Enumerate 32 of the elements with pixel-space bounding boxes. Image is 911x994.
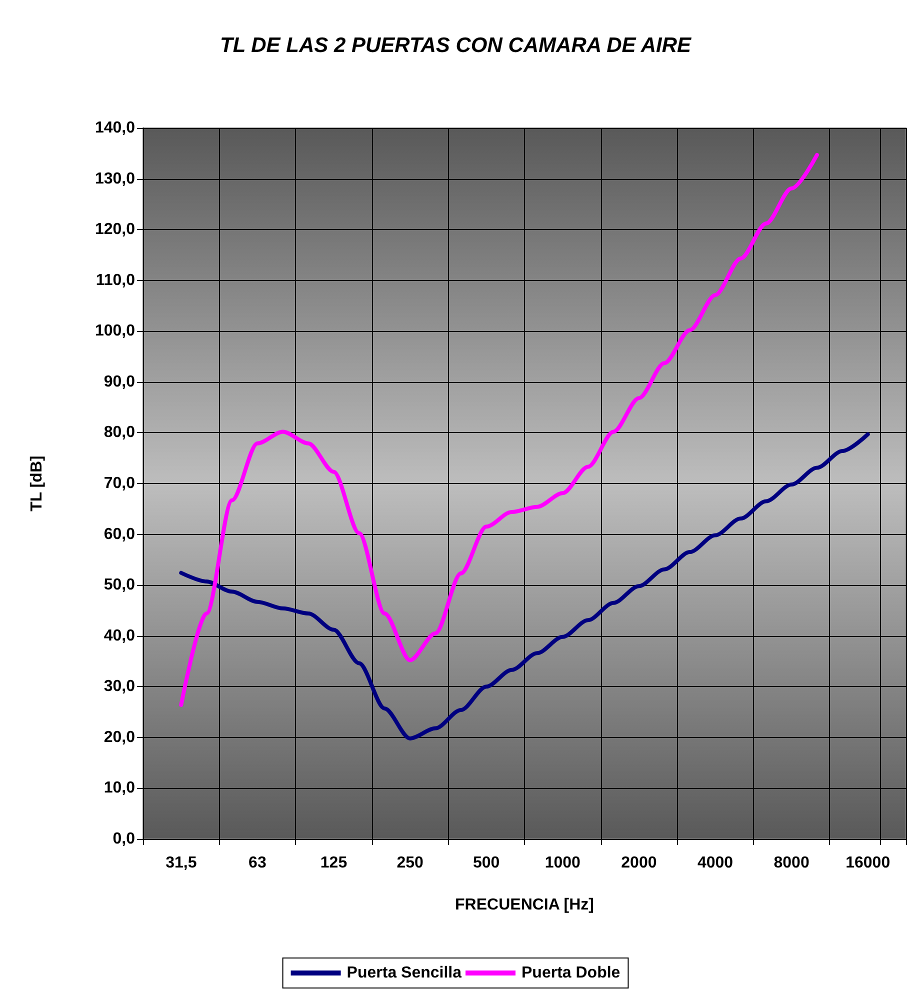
x-tick-label: 1000 <box>544 854 581 872</box>
y-tick-label: 30,0 <box>104 678 136 696</box>
y-tick-label: 110,0 <box>96 272 136 289</box>
x-tick-label: 500 <box>473 854 500 872</box>
y-tick-label: 60,0 <box>104 526 136 543</box>
y-tick-label: 120,0 <box>94 221 136 238</box>
x-tick-label: 125 <box>320 854 348 872</box>
y-tick-label: 90,0 <box>104 373 136 390</box>
x-axis-title: FRECUENCIA [Hz] <box>455 896 594 914</box>
y-tick-label: 20,0 <box>104 728 136 746</box>
x-tick-label: 4000 <box>697 854 734 872</box>
y-tick-label: 50,0 <box>104 576 136 594</box>
y-axis-title: TL [dB] <box>28 456 46 512</box>
x-tick-label: 16000 <box>846 854 890 872</box>
x-tick-label: 250 <box>396 854 424 872</box>
x-tick-label: 63 <box>248 854 266 872</box>
y-tick-label: 0,0 <box>112 830 136 848</box>
y-tick-label: 130,0 <box>94 170 136 188</box>
legend-label: Puerta Sencilla <box>346 964 462 982</box>
x-tick-label: 31,5 <box>166 854 197 872</box>
y-tick-label: 10,0 <box>104 780 136 797</box>
x-tick-label: 2000 <box>621 854 657 872</box>
x-tick-label: 8000 <box>774 854 810 872</box>
y-tick-label: 100,0 <box>94 322 136 340</box>
line-series <box>179 152 819 707</box>
y-tick-label: 140,0 <box>94 120 136 136</box>
y-tick-label: 70,0 <box>104 475 136 492</box>
legend-label: Puerta Doble <box>522 964 620 982</box>
y-tick-label: 80,0 <box>104 424 136 442</box>
y-tick-label: 40,0 <box>104 627 136 644</box>
line-series <box>179 432 870 740</box>
chart-title: TL DE LAS 2 PUERTAS CON CAMARA DE AIRE <box>220 34 692 57</box>
